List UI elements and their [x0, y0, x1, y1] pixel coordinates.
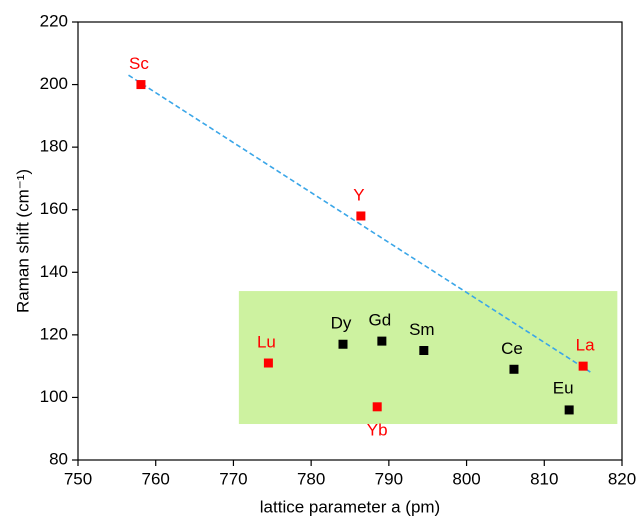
point-label: Gd: [369, 311, 392, 330]
data-point: [377, 336, 387, 346]
point-label: Y: [353, 185, 364, 204]
y-tick-label: 220: [40, 11, 68, 30]
point-label: Sm: [409, 320, 435, 339]
point-label: Lu: [257, 332, 276, 351]
y-tick-label: 140: [40, 262, 68, 281]
data-point: [509, 364, 519, 374]
point-label: Eu: [553, 378, 574, 397]
point-label: Ce: [501, 339, 523, 358]
point-label: Yb: [367, 420, 388, 439]
y-tick-label: 80: [49, 449, 68, 468]
x-tick-label: 790: [375, 469, 403, 488]
y-tick-label: 120: [40, 324, 68, 343]
data-point: [263, 358, 273, 368]
y-axis-label: Raman shift (cm⁻¹): [13, 169, 32, 313]
data-point: [338, 339, 348, 349]
point-label: La: [576, 336, 595, 355]
data-point: [564, 405, 574, 415]
x-tick-label: 820: [608, 469, 636, 488]
data-point: [419, 346, 429, 355]
point-label: Sc: [129, 54, 149, 73]
highlight-region: [238, 291, 618, 425]
x-tick-label: 800: [452, 469, 480, 488]
x-tick-label: 760: [142, 469, 170, 488]
plot-frame: [77, 21, 623, 461]
x-tick-label: 810: [530, 469, 558, 488]
data-point: [372, 402, 382, 412]
y-tick-label: 180: [40, 137, 68, 156]
y-tick-label: 200: [40, 74, 68, 93]
x-axis-label: lattice parameter a (pm): [260, 497, 440, 516]
data-point: [356, 211, 366, 221]
point-label: Dy: [331, 314, 352, 333]
x-tick-label: 750: [64, 469, 92, 488]
fit-line: [128, 74, 592, 374]
x-tick-label: 770: [219, 469, 247, 488]
data-point: [578, 361, 588, 371]
data-point: [136, 80, 146, 90]
y-tick-label: 160: [40, 199, 68, 218]
y-tick-label: 100: [40, 387, 68, 406]
x-tick-label: 780: [297, 469, 325, 488]
